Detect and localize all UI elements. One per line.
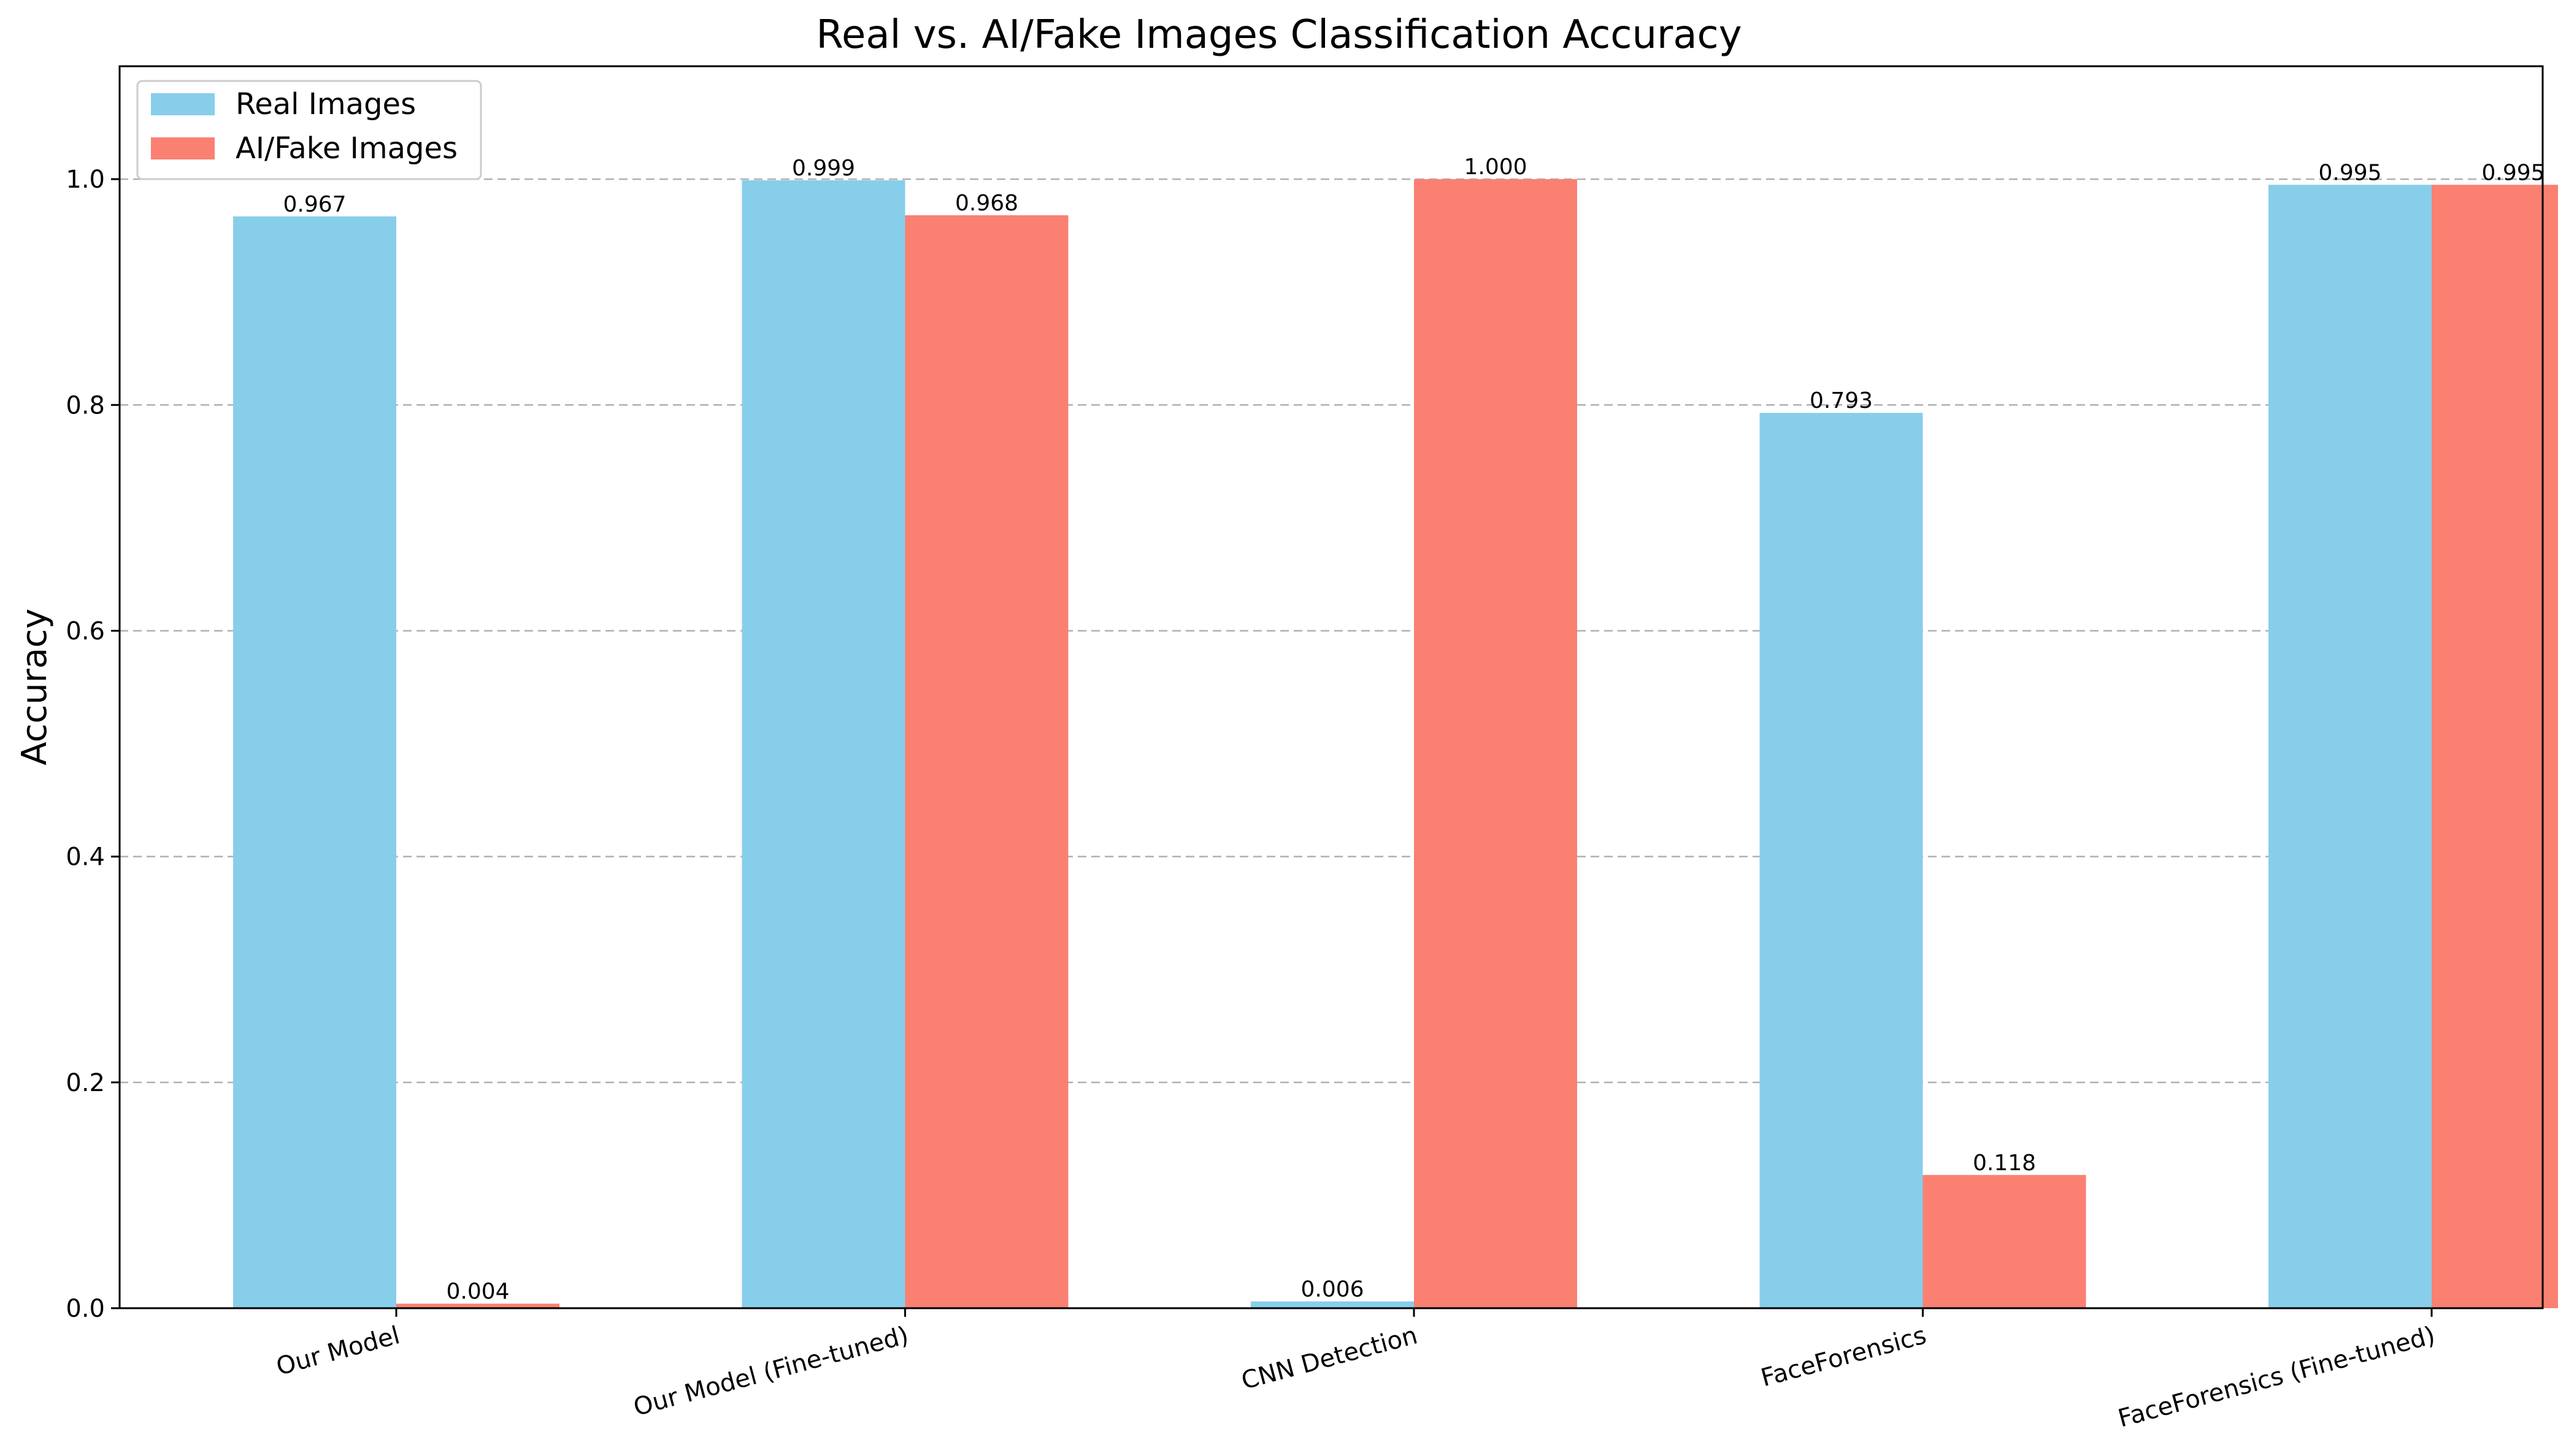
bar-fake xyxy=(905,215,1069,1308)
data-label: 0.004 xyxy=(446,1279,509,1305)
y-axis-label: Accuracy xyxy=(15,608,55,765)
bar-real xyxy=(1759,413,1923,1308)
x-tick-label: FaceForensics xyxy=(1758,1321,1929,1392)
legend-swatch xyxy=(151,93,215,115)
legend-label: Real Images xyxy=(236,87,416,121)
bar-real xyxy=(1251,1301,1414,1308)
chart-title: Real vs. AI/Fake Images Classification A… xyxy=(816,12,1742,58)
legend-swatch xyxy=(151,137,215,159)
data-label: 0.968 xyxy=(955,191,1018,216)
bars xyxy=(233,179,2558,1309)
bar-real xyxy=(742,180,905,1308)
bar-fake xyxy=(396,1303,559,1308)
data-label: 0.118 xyxy=(1973,1151,2036,1176)
bar-real xyxy=(2268,185,2432,1309)
legend-frame xyxy=(136,80,482,180)
x-tick-label: Our Model (Fine-tuned) xyxy=(631,1321,912,1422)
x-tick-label: Our Model xyxy=(274,1321,403,1381)
bar-fake xyxy=(2432,185,2558,1309)
y-tick-label: 0.2 xyxy=(66,1069,105,1097)
y-tick-label: 1.0 xyxy=(66,166,105,194)
gridlines xyxy=(120,178,2543,1084)
data-label: 0.999 xyxy=(792,156,855,181)
y-tick-label: 0.8 xyxy=(66,391,105,420)
x-axis: Our Model Our Model (Fine-tuned) CNN Detec… xyxy=(274,1308,2438,1433)
data-labels: 0.967 0.004 0.999 0.968 0.006 1.000 0.793 0.118… xyxy=(283,155,2545,1305)
data-label: 0.995 xyxy=(2481,160,2545,185)
x-tick-label: FaceForensics (Fine-tuned) xyxy=(2115,1321,2438,1433)
data-label: 0.967 xyxy=(283,192,346,217)
y-tick-label: 0.6 xyxy=(66,617,105,645)
legend: Real Images AI/Fake Images xyxy=(136,80,482,180)
bar-fake xyxy=(1922,1174,2086,1308)
data-label: 1.000 xyxy=(1464,155,1527,180)
x-tick-label: CNN Detection xyxy=(1239,1321,1421,1395)
y-axis: 0.0 0.2 0.4 0.6 0.8 1.0 xyxy=(66,166,120,1323)
bar-fake xyxy=(1414,179,1577,1308)
data-label: 0.793 xyxy=(1810,388,1873,413)
legend-label: AI/Fake Images xyxy=(236,131,458,166)
data-label: 0.006 xyxy=(1300,1277,1364,1302)
bar-real xyxy=(233,216,396,1308)
plot-frame xyxy=(118,65,2544,1309)
y-tick-label: 0.0 xyxy=(66,1295,105,1323)
y-tick-label: 0.4 xyxy=(66,843,105,872)
data-label: 0.995 xyxy=(2318,160,2381,185)
